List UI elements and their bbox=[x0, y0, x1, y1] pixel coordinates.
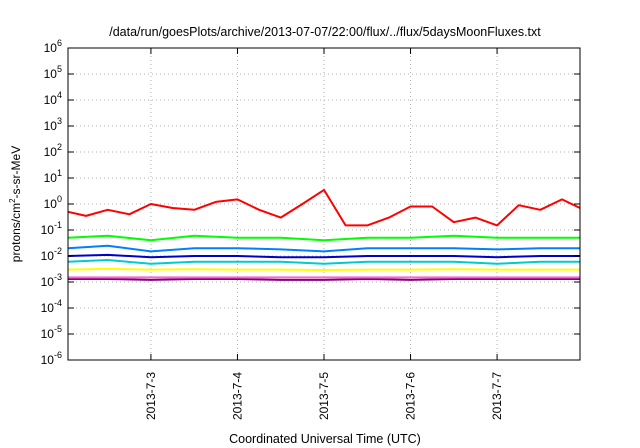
y-tick-base: 10 bbox=[44, 93, 58, 107]
y-tick-base: 10 bbox=[44, 197, 58, 211]
series-line bbox=[67, 253, 580, 259]
plot-frame bbox=[67, 47, 581, 361]
x-tick-label: 2013-7-4 bbox=[230, 372, 244, 420]
series-group bbox=[67, 188, 581, 281]
y-tick-label: 101 bbox=[44, 168, 62, 185]
series-line bbox=[67, 267, 580, 271]
y-tick-label: 102 bbox=[44, 142, 62, 159]
y-tick-exp: 5 bbox=[57, 64, 62, 74]
y-tick-base: 10 bbox=[44, 171, 58, 185]
y-tick-base: 10 bbox=[41, 327, 55, 341]
y-tick-base: 10 bbox=[44, 41, 58, 55]
y-tick-base: 10 bbox=[41, 223, 55, 237]
y-tick-exp: -2 bbox=[54, 246, 62, 256]
y-tick-exp: -5 bbox=[54, 324, 62, 334]
y-tick-exp: -1 bbox=[54, 220, 62, 230]
y-tick-exp: 6 bbox=[57, 38, 62, 48]
y-tick-label: 10-6 bbox=[41, 350, 62, 367]
y-tick-base: 10 bbox=[41, 301, 55, 315]
y-tick-label: 10-4 bbox=[41, 298, 62, 315]
series-line bbox=[67, 259, 580, 265]
series-line bbox=[67, 188, 581, 227]
grid-lines bbox=[68, 48, 580, 360]
y-tick-base: 10 bbox=[41, 249, 55, 263]
y-tick-exp: 1 bbox=[57, 168, 62, 178]
y-tick-exp: -3 bbox=[54, 272, 62, 282]
y-tick-label: 10-2 bbox=[41, 246, 62, 263]
y-tick-base: 10 bbox=[44, 67, 58, 81]
x-tick-label: 2013-7-3 bbox=[144, 372, 158, 420]
y-tick-label: 10-5 bbox=[41, 324, 62, 341]
y-tick-label: 103 bbox=[44, 116, 62, 133]
y-tick-exp: 3 bbox=[57, 116, 62, 126]
x-ticks: 2013-7-3 2013-7-4 2013-7-5 2013-7-6 2013-7-7 bbox=[144, 48, 504, 420]
y-tick-label: 10-1 bbox=[41, 220, 62, 237]
x-axis-label: Coordinated Universal Time (UTC) bbox=[229, 432, 421, 446]
y-tick-label: 104 bbox=[44, 90, 62, 107]
y-tick-exp: 0 bbox=[57, 194, 62, 204]
y-tick-base: 10 bbox=[41, 275, 55, 289]
x-tick-label: 2013-7-6 bbox=[404, 372, 418, 420]
y-axis-label: protons/cm2-s-sr-MeV bbox=[8, 146, 23, 262]
y-tick-label: 106 bbox=[44, 38, 62, 55]
y-ticks: 10-610-510-410-310-210-11001011021031041… bbox=[41, 38, 580, 367]
y-tick-exp: -6 bbox=[54, 350, 62, 360]
chart-title: /data/run/goesPlots/archive/2013-07-07/2… bbox=[109, 25, 541, 39]
y-tick-exp: -4 bbox=[54, 298, 62, 308]
x-tick-label: 2013-7-7 bbox=[490, 372, 504, 420]
y-tick-label: 105 bbox=[44, 64, 62, 81]
y-tick-label: 100 bbox=[44, 194, 62, 211]
series-line bbox=[68, 278, 580, 281]
series-line bbox=[67, 244, 580, 253]
y-tick-exp: 4 bbox=[57, 90, 62, 100]
series-line bbox=[67, 234, 580, 242]
y-tick-base: 10 bbox=[41, 353, 55, 367]
x-tick-label: 2013-7-5 bbox=[317, 372, 331, 420]
y-tick-exp: 2 bbox=[57, 142, 62, 152]
y-axis-label-post: -s-sr-MeV bbox=[9, 146, 23, 199]
y-axis-label-sup: 2 bbox=[8, 198, 17, 203]
y-tick-base: 10 bbox=[44, 145, 58, 159]
y-axis-label-pre: protons/cm bbox=[9, 203, 23, 262]
y-tick-label: 10-3 bbox=[41, 272, 62, 289]
y-tick-base: 10 bbox=[44, 119, 58, 133]
